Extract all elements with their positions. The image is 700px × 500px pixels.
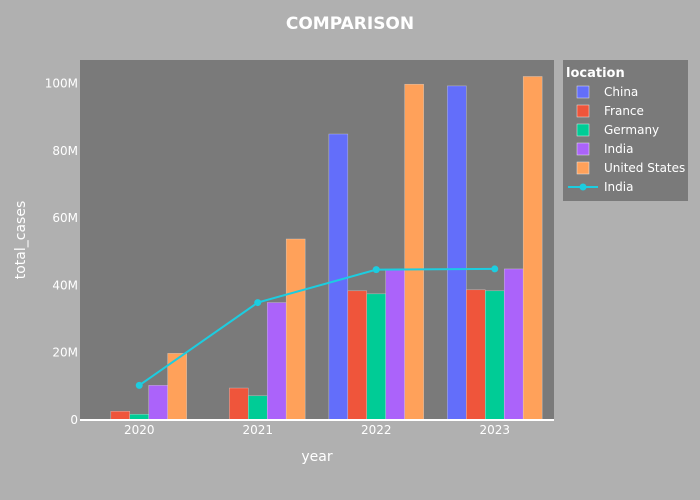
legend-swatch [576, 142, 590, 156]
legend-marker [579, 183, 587, 191]
bar-germany [248, 395, 268, 421]
y-axis-title: total_cases [13, 201, 29, 280]
bar-france [466, 289, 486, 421]
bar-india [503, 268, 524, 421]
legend-swatch [576, 161, 590, 175]
line-point [135, 381, 143, 389]
bar-india [148, 385, 168, 421]
legend-label: United States [604, 161, 685, 175]
y-tick-label: 60M [52, 211, 78, 225]
y-axis-ticks: 0 20M 40M 60M 80M 100M [45, 77, 78, 427]
legend-items: China France Germany India United States Indi… [568, 85, 685, 194]
x-axis-title: year [301, 449, 332, 465]
bar-germany [366, 293, 386, 421]
bar-india [385, 269, 405, 421]
bar-united-states [404, 83, 424, 421]
legend-label: India [604, 180, 633, 194]
x-tick-label: 2022 [361, 423, 392, 437]
bar-france [347, 290, 368, 421]
x-tick-label: 2021 [242, 423, 273, 437]
bar-germany [485, 290, 505, 421]
legend-label: France [604, 104, 644, 118]
y-tick-label: 0 [70, 413, 78, 427]
x-tick-label: 2023 [479, 423, 510, 437]
x-axis-ticks: 2020 2021 2022 2023 [124, 423, 510, 437]
y-tick-label: 20M [52, 346, 78, 360]
bar-united-states [522, 76, 543, 421]
bar-china [447, 85, 467, 421]
chart-title: COMPARISON [286, 14, 414, 34]
legend-label: China [604, 85, 638, 99]
line-india [138, 267, 495, 387]
line-point [372, 266, 380, 274]
y-tick-label: 40M [52, 278, 78, 292]
legend: location China France Germany India United S… [563, 60, 688, 201]
bars-group [110, 76, 543, 421]
legend-label: India [604, 142, 633, 156]
y-tick-label: 100M [45, 77, 78, 91]
line-point [491, 265, 499, 273]
legend-swatch [576, 123, 590, 137]
line-point [254, 299, 262, 307]
legend-title: location [566, 66, 625, 81]
legend-swatch [576, 85, 590, 99]
bar-united-states [285, 238, 306, 421]
bar-france [110, 411, 131, 421]
legend-swatch [576, 104, 590, 118]
line-series-group [135, 265, 499, 389]
y-tick-label: 80M [52, 144, 78, 158]
legend-label: Germany [604, 123, 659, 137]
bar-india [266, 302, 287, 421]
bar-france [229, 387, 249, 421]
bar-china [328, 133, 349, 421]
x-tick-label: 2020 [124, 423, 155, 437]
